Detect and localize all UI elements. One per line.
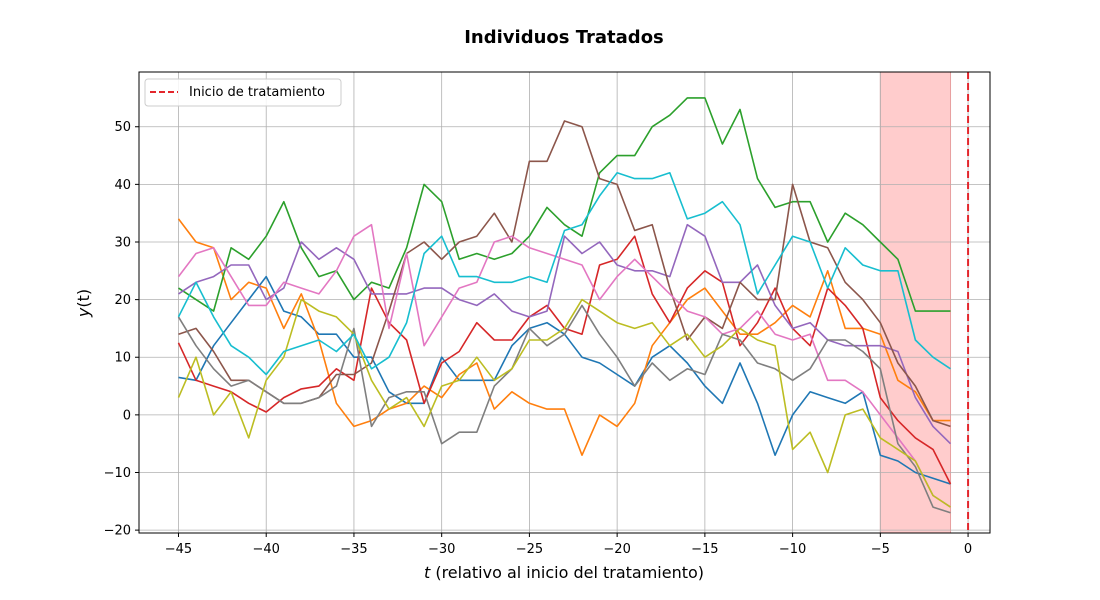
legend: Inicio de tratamiento	[144, 78, 342, 107]
series-line-8	[177, 304, 951, 514]
y-tick-label: 30	[114, 235, 131, 250]
series-line-3	[178, 97, 951, 312]
x-tick-label: −40	[252, 542, 279, 557]
y-tick-label: 0	[123, 408, 131, 423]
axes-frame	[138, 71, 991, 534]
series-group	[177, 97, 952, 514]
y-tick-label: −10	[104, 466, 131, 481]
y-tick-label: 40	[114, 178, 131, 193]
series-line-7	[177, 223, 951, 508]
x-tick-label: −25	[516, 542, 543, 557]
x-tick-label: −5	[871, 542, 890, 557]
chart-title: Individuos Tratados	[464, 27, 664, 48]
series-line-9	[177, 298, 951, 508]
plot-area	[139, 71, 990, 534]
series-line-10	[177, 172, 951, 376]
legend-box	[144, 78, 342, 107]
x-tick-label: −20	[603, 542, 630, 557]
y-tick-label: 50	[114, 120, 131, 135]
legend-entry-label: Inicio de tratamiento	[189, 85, 325, 100]
y-tick-label: 20	[114, 293, 131, 308]
y-axis-label: y(t)	[74, 289, 93, 318]
shaded-pretreatment-region	[879, 71, 952, 534]
axes: −45 −40 −35 −30 −25 −20 −15 −10 −5 0 −20 −10 0 10 20 30…	[104, 71, 991, 557]
x-tick-label: −30	[428, 542, 455, 557]
y-tick-label: 10	[114, 351, 131, 366]
y-tick-label: −20	[104, 524, 131, 539]
x-tick-label: −15	[691, 542, 718, 557]
series-line-5	[178, 223, 952, 445]
x-axis-label: t (relativo al inicio del tratamiento)	[424, 563, 704, 582]
x-tick-label: −45	[165, 542, 192, 557]
x-tick-label: 0	[964, 542, 972, 557]
x-tick-label: −10	[779, 542, 806, 557]
series-line-2	[177, 218, 951, 457]
x-tick-label: −35	[340, 542, 367, 557]
